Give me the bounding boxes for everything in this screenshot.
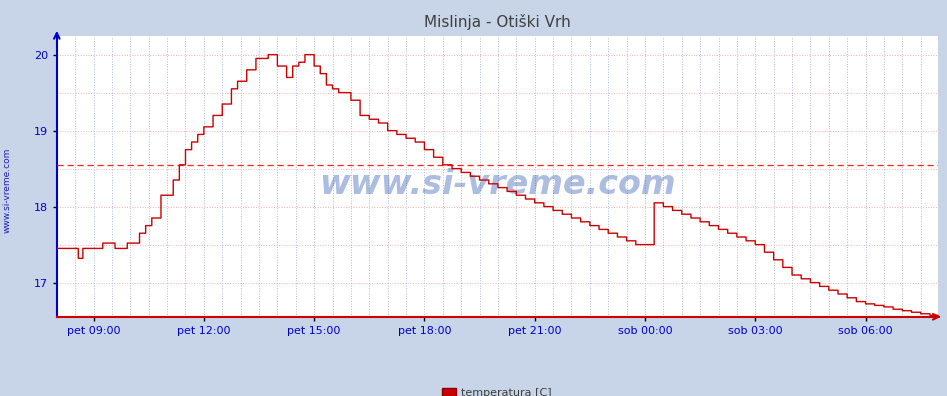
Text: www.si-vreme.com: www.si-vreme.com bbox=[3, 147, 12, 233]
Legend: temperatura [C], pretok[m3/s]: temperatura [C], pretok[m3/s] bbox=[438, 383, 557, 396]
Title: Mislinja - Otiški Vrh: Mislinja - Otiški Vrh bbox=[424, 14, 570, 30]
Text: www.si-vreme.com: www.si-vreme.com bbox=[319, 168, 675, 201]
